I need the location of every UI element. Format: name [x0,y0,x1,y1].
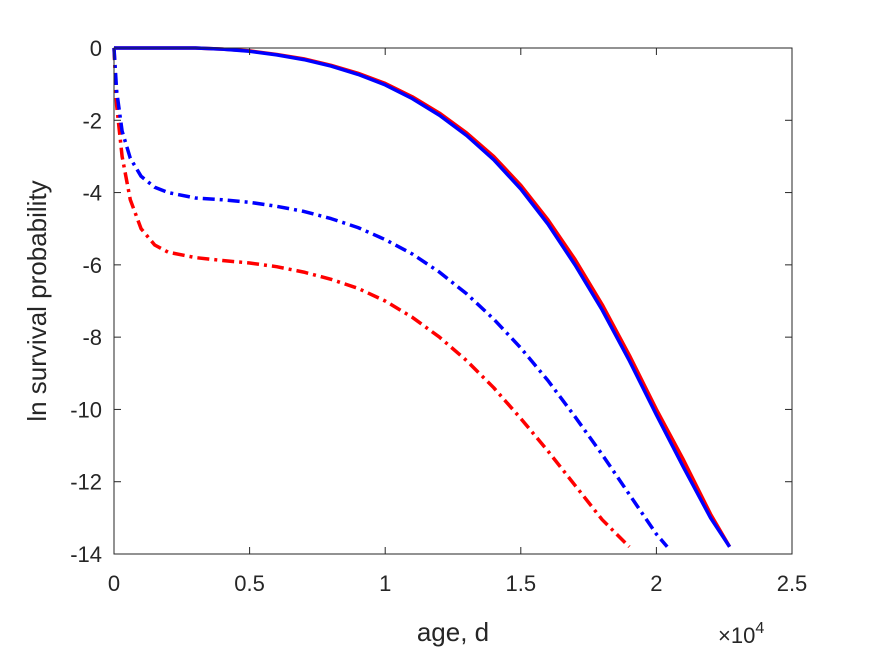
x-exponent-base: ×10 [718,623,755,648]
series-line-3 [112,47,631,549]
y-tick-label: -2 [82,108,102,133]
x-tick-label: 2.5 [777,571,808,596]
y-tick-label: -14 [70,542,102,567]
x-tick-label: 0 [108,571,120,596]
ticks-layer: 0 0.5 1 1.5 2 2.5 0 -2 -4 -6 -8 -10 -12 -14 [70,36,807,596]
axes-box [113,47,793,555]
series-line-4 [112,47,669,548]
y-tick-label: -10 [70,397,102,422]
y-tick-label: -6 [82,253,102,278]
x-axis-title: age, d [417,617,489,647]
y-axis-title: ln survival probability [22,180,52,421]
x-tick-label: 1.5 [506,571,537,596]
x-tick-label: 2 [650,571,662,596]
y-tick-label: -12 [70,470,102,495]
series-layer [112,46,732,549]
y-tick-label: 0 [90,36,102,61]
y-tick-label: -4 [82,181,102,206]
series-line-1 [114,46,732,548]
x-exponent-power: 4 [755,620,764,637]
y-tick-label: -8 [82,325,102,350]
x-tick-label: 1 [379,571,391,596]
x-tick-label: 0.5 [234,571,265,596]
x-axis-exponent: ×104 [718,620,764,648]
series-line-2 [114,46,732,548]
